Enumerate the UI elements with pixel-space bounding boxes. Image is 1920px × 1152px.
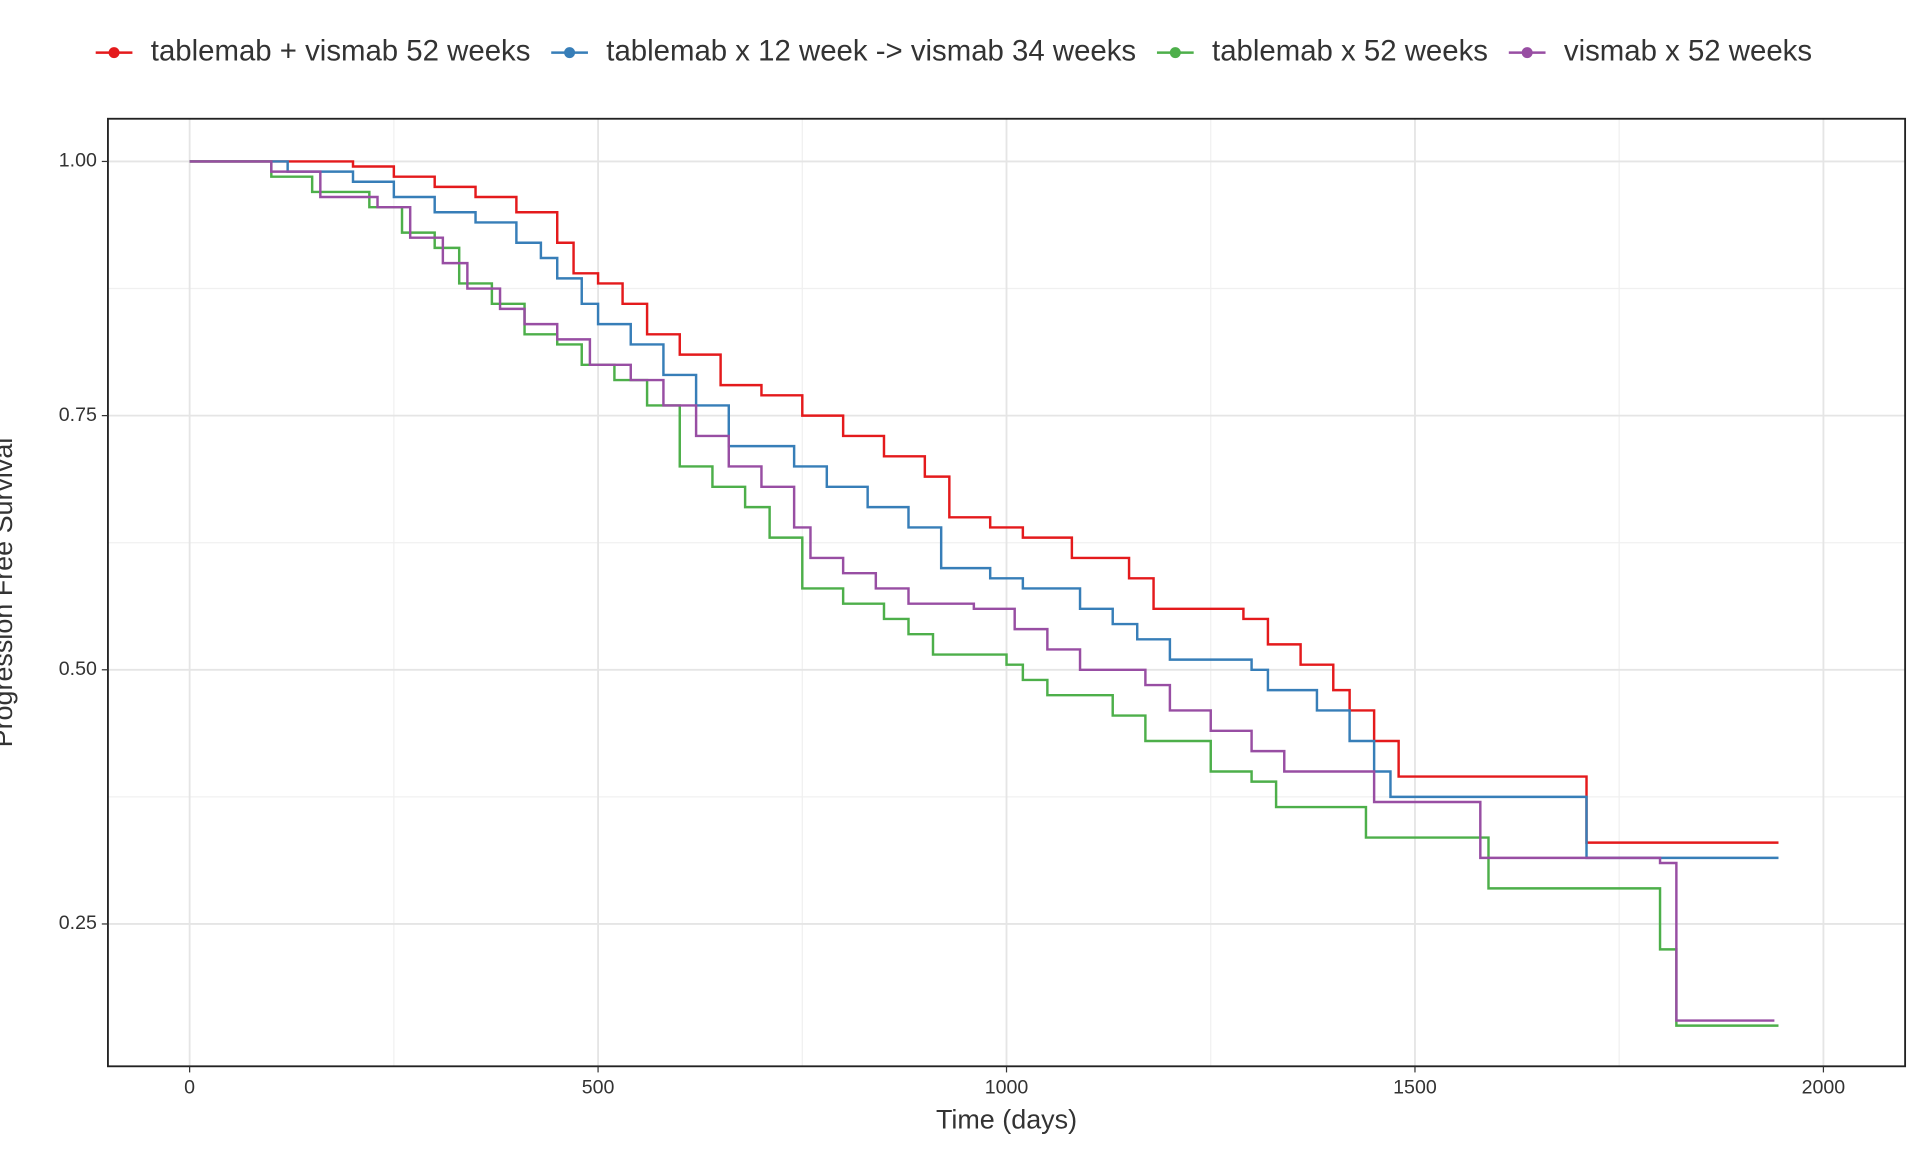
y-tick-label: 1.00 [59,150,97,172]
x-tick-label: 1000 [985,1077,1029,1099]
legend-label: tablemab + vismab 52 weeks [151,34,531,67]
survival-curve [189,160,1775,1022]
x-tick-label: 500 [582,1077,615,1099]
y-tick-label: 0.75 [59,404,97,426]
series-lines [189,160,1779,1027]
axes: 0 500 1000 1500 2000 0.25 0.50 0.75 1.00 [59,150,1845,1099]
x-tick-label: 2000 [1802,1077,1846,1099]
y-tick-label: 0.25 [59,912,97,934]
y-tick-label: 0.50 [59,658,97,680]
survival-curve [189,160,1779,844]
legend-key-dot [1169,47,1181,59]
survival-curve [189,160,1779,860]
x-tick-label: 0 [184,1077,195,1099]
x-tick-label: 1500 [1393,1077,1437,1099]
legend-key-dot [108,47,120,59]
legend-label: vismab x 52 weeks [1564,34,1812,67]
legend-label: tablemab x 52 weeks [1212,34,1488,67]
legend-key-dot [564,47,576,59]
legend-label: tablemab x 12 week -> vismab 34 weeks [606,34,1136,67]
legend-key-dot [1521,47,1533,59]
x-axis-title: Time (days) [936,1105,1077,1135]
y-axis-title: Progression Free Survival [0,438,18,748]
survival-curve [189,160,1779,1027]
legend: tablemab + vismab 52 weeks tablemab x 12 … [95,34,1812,67]
